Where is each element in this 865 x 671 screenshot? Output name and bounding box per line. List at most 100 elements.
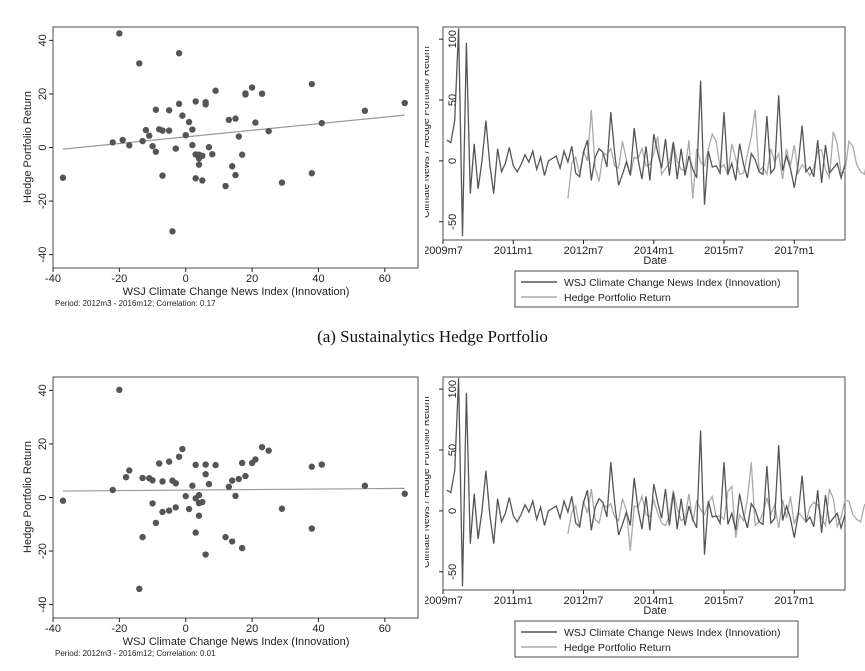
scatter-point bbox=[238, 544, 246, 552]
scatter-point bbox=[182, 131, 189, 139]
x-tick-label: 2017m1 bbox=[774, 245, 814, 257]
x-tick-label: 2014m1 bbox=[634, 595, 674, 607]
scatter-point bbox=[169, 228, 176, 235]
scatter-point bbox=[222, 182, 229, 190]
scatter-point bbox=[258, 443, 266, 451]
plot-frame bbox=[442, 376, 846, 591]
y-tick-label: 40 bbox=[37, 34, 49, 46]
scatter-point bbox=[152, 106, 160, 113]
y-tick-label: -40 bbox=[37, 597, 49, 613]
scatter-point bbox=[175, 100, 183, 108]
legend-box bbox=[514, 620, 799, 658]
x-tick-label: 20 bbox=[246, 623, 258, 635]
scatter-point bbox=[401, 99, 408, 107]
legend-box bbox=[514, 270, 799, 308]
series-line bbox=[446, 28, 846, 237]
scatter-point bbox=[182, 492, 189, 500]
y-tick-label: 20 bbox=[37, 438, 49, 450]
scatter-point bbox=[199, 152, 206, 160]
scatter-point bbox=[238, 459, 246, 467]
y-tick-label: -50 bbox=[447, 214, 459, 230]
scatter-point bbox=[139, 474, 146, 482]
scatter-point bbox=[119, 136, 126, 144]
scatter-point bbox=[252, 456, 259, 463]
scatter-point bbox=[185, 118, 193, 126]
legend-label: Hedge Portfolio Return bbox=[564, 292, 671, 304]
scatter-point bbox=[278, 505, 286, 512]
y-tick-label: 100 bbox=[447, 380, 459, 398]
x-tick-label: 2015m7 bbox=[704, 245, 744, 257]
x-tick-label: 2015m7 bbox=[704, 595, 744, 607]
x-tick-label: 40 bbox=[312, 273, 324, 285]
scatter-point bbox=[232, 171, 239, 179]
y-tick-label: 20 bbox=[37, 88, 49, 100]
legend-label: WSJ Climate Change News Index (Innovatio… bbox=[564, 627, 781, 639]
scatter-point bbox=[202, 551, 209, 558]
scatter-point bbox=[195, 161, 203, 168]
scatter-point bbox=[165, 127, 173, 134]
x-axis-label: WSJ Climate Change News Index (Innovatio… bbox=[123, 636, 350, 648]
legend-label: Hedge Portfolio Return bbox=[564, 642, 671, 654]
x-tick-label: 40 bbox=[312, 623, 324, 635]
scatter-point bbox=[172, 504, 179, 511]
y-tick-label: 0 bbox=[447, 508, 459, 514]
scatter-point bbox=[136, 585, 143, 593]
scatter-point bbox=[185, 505, 193, 513]
scatter-point bbox=[202, 461, 209, 468]
scatter-point bbox=[59, 497, 67, 504]
scatter-point bbox=[205, 480, 213, 488]
scatter-point bbox=[235, 475, 243, 483]
period-correlation-note: Period: 2012m3 - 2016m12; Correlation: 0… bbox=[55, 299, 216, 308]
scatter-point bbox=[238, 151, 246, 158]
scatter-point bbox=[126, 467, 133, 474]
scatter-point bbox=[278, 179, 286, 186]
y-tick-label: 0 bbox=[37, 494, 49, 500]
scatter-point bbox=[308, 80, 316, 88]
x-axis-label: Date bbox=[643, 605, 666, 617]
scatter-point bbox=[142, 126, 150, 134]
scatter-point bbox=[189, 141, 196, 149]
scatter-point bbox=[172, 480, 179, 487]
scatter-point bbox=[139, 533, 146, 541]
scatter-point bbox=[109, 486, 116, 494]
scatter-point bbox=[199, 498, 206, 506]
y-axis-label: Climate News / Hedge Portfolio Return bbox=[425, 46, 432, 218]
scatter-point bbox=[192, 175, 199, 182]
scatter-point bbox=[235, 133, 243, 140]
scatter-point bbox=[146, 132, 153, 139]
scatter-point bbox=[179, 445, 186, 453]
scatter-point bbox=[318, 119, 325, 127]
scatter-point bbox=[165, 507, 173, 514]
scatter-point bbox=[232, 492, 239, 500]
scatter-point bbox=[189, 482, 196, 489]
y-tick-label: -20 bbox=[37, 193, 49, 209]
series-line bbox=[446, 378, 846, 587]
x-tick-label: 0 bbox=[183, 273, 189, 285]
x-tick-label: -40 bbox=[45, 623, 61, 635]
timeseries-chart-b: -50 0 50 100 2009m7 2011m1 2012m7 2014m1 2015m7 2… bbox=[425, 376, 865, 658]
period-correlation-note: Period: 2012m3 - 2016m12; Correlation: 0… bbox=[55, 649, 216, 658]
scatter-point bbox=[192, 98, 199, 105]
y-axis-label: Hedge Portfolio Return bbox=[22, 441, 34, 553]
scatter-point bbox=[149, 500, 156, 507]
scatter-point bbox=[308, 463, 316, 470]
scatter-point bbox=[242, 91, 249, 98]
x-tick-label: 2014m1 bbox=[634, 245, 674, 257]
x-tick-label: -40 bbox=[45, 273, 61, 285]
scatter-point bbox=[139, 137, 146, 145]
scatter-point bbox=[258, 90, 266, 97]
scatter-point bbox=[209, 150, 216, 158]
scatter-point bbox=[192, 461, 199, 469]
x-tick-label: 60 bbox=[379, 273, 391, 285]
scatter-point bbox=[165, 458, 173, 465]
timeseries-chart-a: -50 0 50 100 2009m7 2011m1 2012m7 2014m1 2015m7 2… bbox=[425, 26, 865, 308]
legend-label: WSJ Climate Change News Index (Innovatio… bbox=[564, 277, 781, 289]
scatter-point bbox=[109, 139, 116, 146]
scatter-point bbox=[149, 142, 156, 150]
x-axis-label: Date bbox=[643, 255, 666, 267]
scatter-point bbox=[159, 478, 166, 485]
y-tick-label: 50 bbox=[447, 444, 459, 456]
scatter-point bbox=[116, 386, 123, 394]
x-tick-label: 2012m7 bbox=[564, 595, 604, 607]
